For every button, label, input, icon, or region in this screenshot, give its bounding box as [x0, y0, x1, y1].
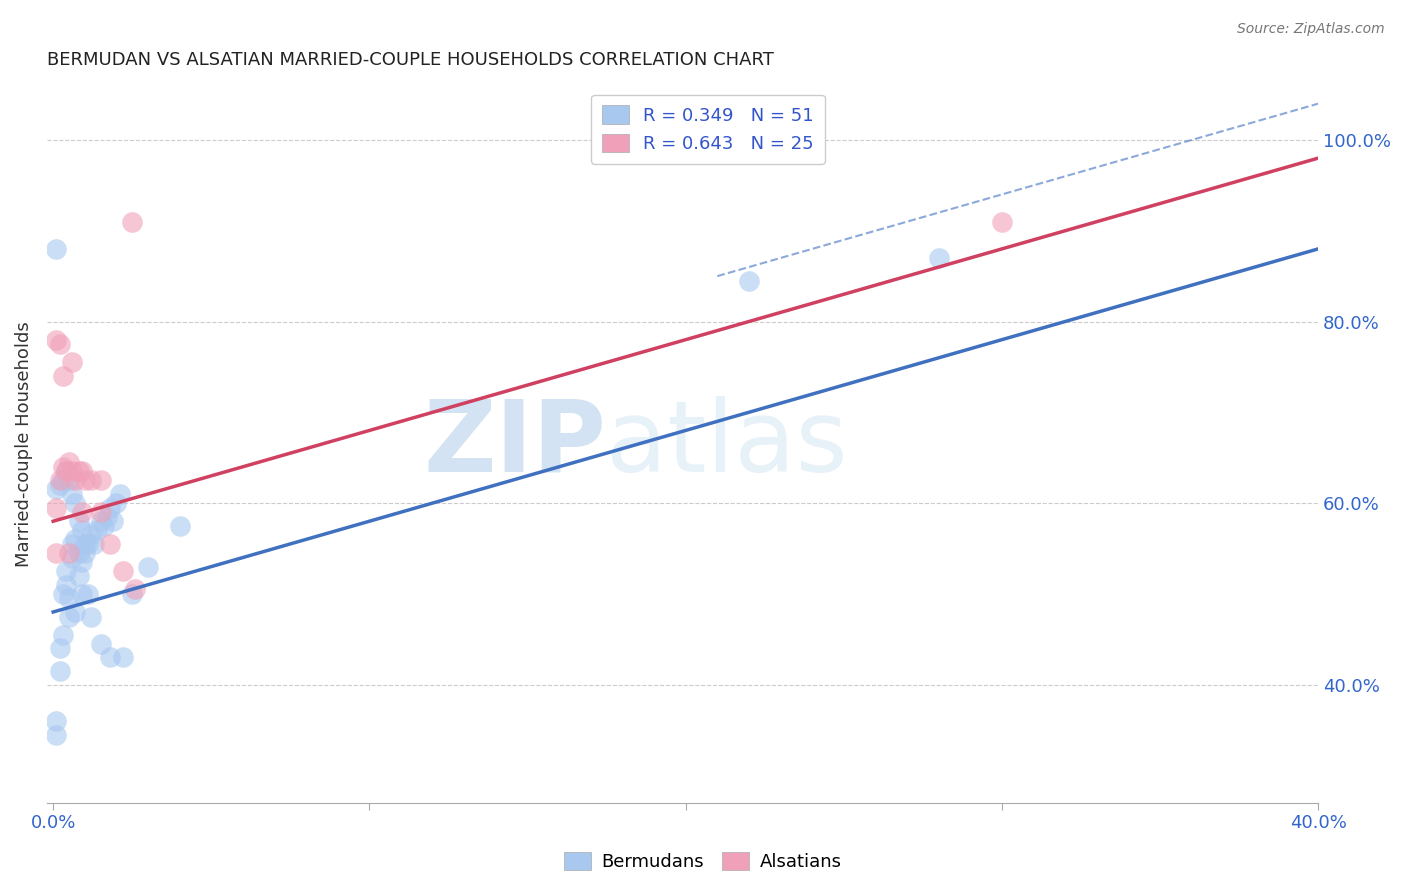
- Point: [58, 546, 80, 560]
- Point: [80, 474, 103, 488]
- Point: [73, 474, 96, 488]
- Point: [90, 514, 112, 528]
- Point: [67, 568, 90, 582]
- Point: [90, 505, 112, 519]
- Point: [928, 251, 950, 265]
- Point: [105, 496, 128, 510]
- Point: [86, 523, 108, 537]
- Point: [55, 464, 77, 478]
- Point: [55, 464, 77, 478]
- Point: [60, 355, 83, 369]
- Point: [67, 514, 90, 528]
- Point: [60, 487, 83, 501]
- Point: [45, 483, 67, 497]
- Point: [45, 714, 67, 728]
- Point: [70, 505, 93, 519]
- Point: [65, 605, 87, 619]
- Point: [73, 546, 96, 560]
- Point: [58, 591, 80, 606]
- Point: [90, 637, 112, 651]
- Point: [65, 533, 87, 547]
- Point: [77, 587, 100, 601]
- Point: [52, 368, 75, 383]
- Point: [98, 650, 121, 665]
- Point: [65, 474, 87, 488]
- Point: [111, 564, 134, 578]
- Text: atlas: atlas: [606, 395, 848, 492]
- Point: [77, 537, 100, 551]
- Point: [65, 496, 87, 510]
- Point: [90, 474, 112, 488]
- Point: [58, 609, 80, 624]
- Legend: R = 0.349   N = 51, R = 0.643   N = 25: R = 0.349 N = 51, R = 0.643 N = 25: [591, 95, 825, 164]
- Point: [52, 459, 75, 474]
- Point: [93, 518, 115, 533]
- Legend: Bermudans, Alsatians: Bermudans, Alsatians: [557, 845, 849, 879]
- Point: [136, 559, 159, 574]
- Point: [48, 337, 70, 351]
- Text: Source: ZipAtlas.com: Source: ZipAtlas.com: [1237, 22, 1385, 37]
- Point: [45, 242, 67, 256]
- Point: [121, 215, 143, 229]
- Point: [45, 727, 67, 741]
- Point: [52, 628, 75, 642]
- Point: [60, 464, 83, 478]
- Text: ZIP: ZIP: [423, 395, 606, 492]
- Point: [48, 474, 70, 488]
- Point: [111, 650, 134, 665]
- Point: [55, 564, 77, 578]
- Y-axis label: Married-couple Households: Married-couple Households: [15, 321, 32, 567]
- Point: [70, 555, 93, 569]
- Point: [58, 455, 80, 469]
- Point: [48, 478, 70, 492]
- Point: [52, 474, 75, 488]
- Point: [80, 609, 103, 624]
- Point: [58, 474, 80, 488]
- Point: [83, 537, 105, 551]
- Point: [991, 215, 1014, 229]
- Point: [70, 587, 93, 601]
- Point: [103, 514, 125, 528]
- Point: [55, 578, 77, 592]
- Point: [48, 641, 70, 656]
- Point: [80, 528, 103, 542]
- Point: [45, 546, 67, 560]
- Point: [108, 487, 131, 501]
- Point: [738, 274, 761, 288]
- Point: [60, 537, 83, 551]
- Point: [48, 664, 70, 678]
- Point: [98, 500, 121, 515]
- Point: [45, 500, 67, 515]
- Point: [121, 587, 143, 601]
- Point: [169, 518, 191, 533]
- Point: [70, 523, 93, 537]
- Text: BERMUDAN VS ALSATIAN MARRIED-COUPLE HOUSEHOLDS CORRELATION CHART: BERMUDAN VS ALSATIAN MARRIED-COUPLE HOUS…: [46, 51, 773, 69]
- Point: [67, 546, 90, 560]
- Point: [52, 587, 75, 601]
- Point: [60, 550, 83, 565]
- Point: [70, 464, 93, 478]
- Point: [73, 537, 96, 551]
- Point: [96, 509, 118, 524]
- Point: [67, 464, 90, 478]
- Point: [124, 582, 146, 597]
- Point: [45, 333, 67, 347]
- Point: [98, 537, 121, 551]
